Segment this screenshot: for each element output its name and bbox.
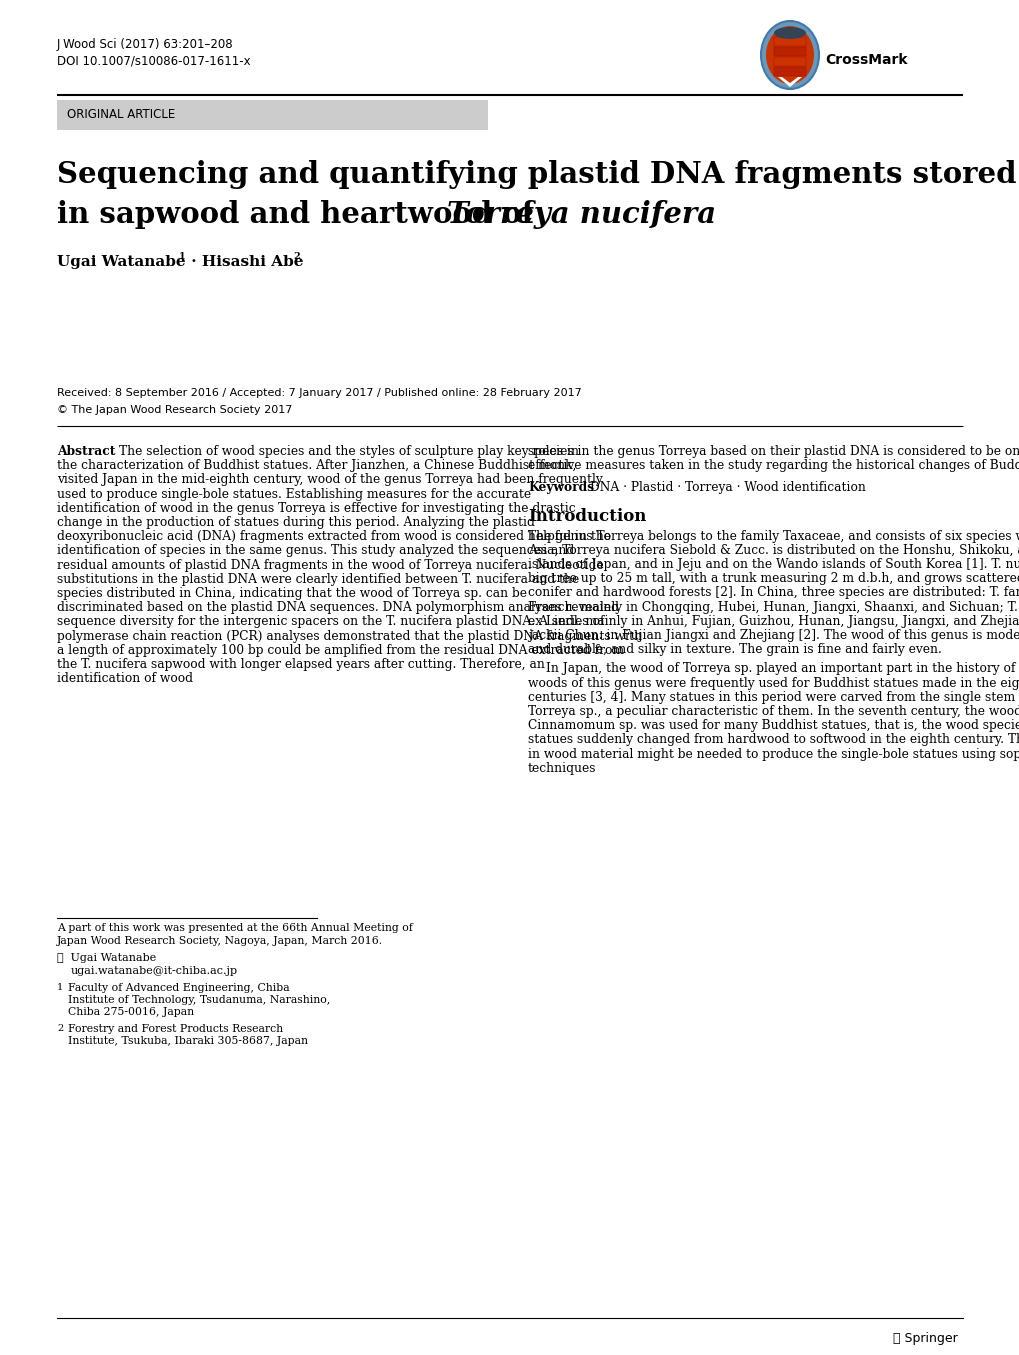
- Text: CrossMark: CrossMark: [824, 53, 907, 66]
- Text: identification of wood in the genus Torreya is effective for investigating the d: identification of wood in the genus Torr…: [57, 501, 575, 515]
- Text: ugai.watanabe@it-chiba.ac.jp: ugai.watanabe@it-chiba.ac.jp: [71, 966, 237, 976]
- Text: Chiba 275-0016, Japan: Chiba 275-0016, Japan: [68, 1007, 194, 1018]
- Text: techniques: techniques: [528, 762, 596, 775]
- Text: substitutions in the plastid DNA were clearly identified between T. nucifera and: substitutions in the plastid DNA were cl…: [57, 573, 579, 585]
- FancyBboxPatch shape: [57, 100, 487, 130]
- FancyBboxPatch shape: [773, 57, 805, 66]
- Text: Received: 8 September 2016 / Accepted: 7 January 2017 / Published online: 28 Feb: Received: 8 September 2016 / Accepted: 7…: [57, 388, 581, 398]
- Text: DOI 10.1007/s10086-017-1611-x: DOI 10.1007/s10086-017-1611-x: [57, 54, 251, 66]
- Text: in sapwood and heartwood of: in sapwood and heartwood of: [57, 201, 544, 229]
- Text: discriminated based on the plastid DNA sequences. DNA polymorphism analyses reve: discriminated based on the plastid DNA s…: [57, 602, 619, 614]
- Text: Sequencing and quantifying plastid DNA fragments stored: Sequencing and quantifying plastid DNA f…: [57, 160, 1016, 188]
- Text: © The Japan Wood Research Society 2017: © The Japan Wood Research Society 2017: [57, 405, 292, 415]
- Text: islands of Japan, and in Jeju and on the Wando islands of South Korea [1]. T. nu: islands of Japan, and in Jeju and on the…: [528, 558, 1019, 570]
- Text: a length of approximately 100 bp could be amplified from the residual DNA extrac: a length of approximately 100 bp could b…: [57, 644, 624, 657]
- Text: Institute, Tsukuba, Ibaraki 305-8687, Japan: Institute, Tsukuba, Ibaraki 305-8687, Ja…: [68, 1037, 308, 1046]
- Text: ✉  Ugai Watanabe: ✉ Ugai Watanabe: [57, 953, 156, 963]
- Text: sequence diversity for the intergenic spacers on the T. nucifera plastid DNA. A : sequence diversity for the intergenic sp…: [57, 615, 604, 629]
- Text: deoxyribonucleic acid (DNA) fragments extracted from wood is considered helpful : deoxyribonucleic acid (DNA) fragments ex…: [57, 530, 610, 543]
- Text: ex Lindl. mainly in Anhui, Fujian, Guizhou, Hunan, Jiangsu, Jiangxi, and Zhejian: ex Lindl. mainly in Anhui, Fujian, Guizh…: [528, 615, 1019, 627]
- Text: visited Japan in the mid-eighth century, wood of the genus Torreya had been freq: visited Japan in the mid-eighth century,…: [57, 473, 602, 486]
- Text: used to produce single-bole statues. Establishing measures for the accurate: used to produce single-bole statues. Est…: [57, 488, 531, 500]
- Text: J Wood Sci (2017) 63:201–208: J Wood Sci (2017) 63:201–208: [57, 38, 233, 51]
- Text: in wood material might be needed to produce the single-bole statues using sophis: in wood material might be needed to prod…: [528, 748, 1019, 760]
- Text: Forestry and Forest Products Research: Forestry and Forest Products Research: [68, 1024, 283, 1034]
- Text: Faculty of Advanced Engineering, Chiba: Faculty of Advanced Engineering, Chiba: [68, 982, 289, 993]
- Text: ⓘ Springer: ⓘ Springer: [893, 1332, 957, 1346]
- Text: Abstract: Abstract: [57, 444, 115, 458]
- Text: the characterization of Buddhist statues. After Jianzhen, a Chinese Buddhist mon: the characterization of Buddhist statues…: [57, 459, 576, 472]
- Text: 2: 2: [57, 1024, 63, 1033]
- Ellipse shape: [773, 27, 805, 39]
- Text: residual amounts of plastid DNA fragments in the wood of Torreya nucifera. Nucle: residual amounts of plastid DNA fragment…: [57, 558, 603, 572]
- Text: 2: 2: [292, 252, 300, 262]
- Text: Franch. mainly in Chongqing, Hubei, Hunan, Jiangxi, Shaanxi, and Sichuan; T. gra: Franch. mainly in Chongqing, Hubei, Huna…: [528, 600, 1019, 614]
- Text: jackii Chun. in Fujian Jiangxi and Zhejiang [2]. The wood of this genus is moder: jackii Chun. in Fujian Jiangxi and Zheji…: [528, 629, 1019, 642]
- Text: 1: 1: [178, 252, 185, 262]
- Polygon shape: [777, 77, 801, 87]
- Text: Cinnamomum sp. was used for many Buddhist statues, that is, the wood species use: Cinnamomum sp. was used for many Buddhis…: [528, 720, 1019, 732]
- Text: identification of species in the same genus. This study analyzed the sequences a: identification of species in the same ge…: [57, 545, 574, 557]
- Text: · Hisashi Abe: · Hisashi Abe: [185, 255, 304, 270]
- Text: The selection of wood species and the styles of sculpture play key roles in: The selection of wood species and the st…: [119, 444, 579, 458]
- Text: species distributed in China, indicating that the wood of Torreya sp. can be: species distributed in China, indicating…: [57, 587, 527, 600]
- Text: Torreya nucifera: Torreya nucifera: [446, 201, 715, 229]
- Text: Asia, Torreya nucifera Siebold & Zucc. is distributed on the Honshu, Shikoku, an: Asia, Torreya nucifera Siebold & Zucc. i…: [528, 543, 1019, 557]
- FancyBboxPatch shape: [773, 37, 805, 46]
- Text: change in the production of statues during this period. Analyzing the plastid: change in the production of statues duri…: [57, 516, 534, 528]
- Text: The genus Torreya belongs to the family Taxaceae, and consists of six species wo: The genus Torreya belongs to the family …: [528, 530, 1019, 542]
- Text: Japan Wood Research Society, Nagoya, Japan, March 2016.: Japan Wood Research Society, Nagoya, Jap…: [57, 936, 383, 946]
- Text: centuries [3, 4]. Many statues in this period were carved from the single stem o: centuries [3, 4]. Many statues in this p…: [528, 691, 1019, 703]
- FancyBboxPatch shape: [773, 66, 805, 76]
- Text: In Japan, the wood of Torreya sp. played an important part in the history of Bud: In Japan, the wood of Torreya sp. played…: [545, 663, 1019, 675]
- Text: effective measures taken in the study regarding the historical changes of Buddhi: effective measures taken in the study re…: [528, 459, 1019, 472]
- FancyBboxPatch shape: [773, 47, 805, 56]
- Text: Keywords: Keywords: [528, 481, 593, 495]
- Text: woods of this genus were frequently used for Buddhist statues made in the eighth: woods of this genus were frequently used…: [528, 676, 1019, 690]
- Text: Ugai Watanabe: Ugai Watanabe: [57, 255, 185, 270]
- Text: conifer and hardwood forests [2]. In China, three species are distributed: T. fa: conifer and hardwood forests [2]. In Chi…: [528, 587, 1019, 599]
- Text: big tree up to 25 m tall, with a trunk measuring 2 m d.b.h, and grows scattered : big tree up to 25 m tall, with a trunk m…: [528, 572, 1019, 585]
- Text: polymerase chain reaction (PCR) analyses demonstrated that the plastid DNA fragm: polymerase chain reaction (PCR) analyses…: [57, 630, 641, 642]
- Text: Institute of Technology, Tsudanuma, Narashino,: Institute of Technology, Tsudanuma, Nara…: [68, 995, 330, 1005]
- Text: ORIGINAL ARTICLE: ORIGINAL ARTICLE: [67, 108, 175, 122]
- Text: Torreya sp., a peculiar characteristic of them. In the seventh century, the wood: Torreya sp., a peculiar characteristic o…: [528, 705, 1019, 718]
- Text: DNA · Plastid · Torreya · Wood identification: DNA · Plastid · Torreya · Wood identific…: [589, 481, 865, 495]
- Text: species in the genus Torreya based on their plastid DNA is considered to be one : species in the genus Torreya based on th…: [528, 444, 1019, 458]
- Text: identification of wood: identification of wood: [57, 672, 193, 686]
- Text: Introduction: Introduction: [528, 508, 646, 524]
- Ellipse shape: [765, 26, 813, 84]
- Text: statues suddenly changed from hardwood to softwood in the eighth century. This m: statues suddenly changed from hardwood t…: [528, 733, 1019, 747]
- Text: 1: 1: [57, 982, 63, 992]
- Text: the T. nucifera sapwood with longer elapsed years after cutting. Therefore, an: the T. nucifera sapwood with longer elap…: [57, 659, 544, 671]
- Text: and durable, and silky in texture. The grain is fine and fairly even.: and durable, and silky in texture. The g…: [528, 644, 941, 656]
- Ellipse shape: [760, 20, 818, 89]
- Text: A part of this work was presented at the 66th Annual Meeting of: A part of this work was presented at the…: [57, 923, 413, 934]
